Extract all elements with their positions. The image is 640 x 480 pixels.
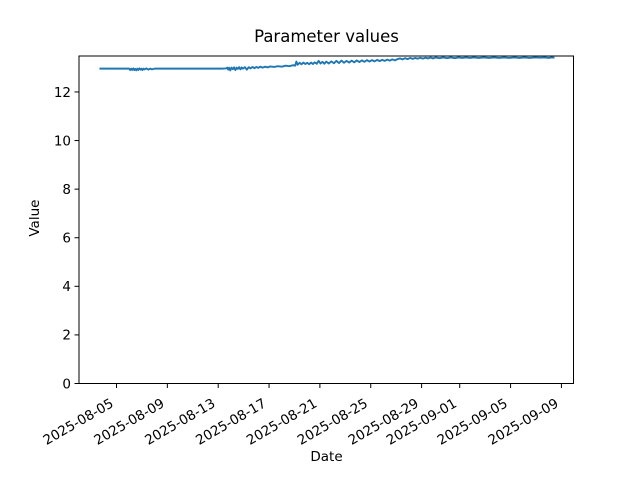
y-tick-label: 4 xyxy=(62,279,71,295)
y-axis-label: Value xyxy=(26,199,43,237)
y-tick-label: 6 xyxy=(62,231,71,247)
y-tick-label: 8 xyxy=(62,182,71,198)
y-tick-label: 0 xyxy=(62,376,71,392)
x-axis-label: Date xyxy=(310,449,343,465)
data-line xyxy=(99,56,555,72)
y-tick-label: 12 xyxy=(54,85,71,101)
chart-title: Parameter values xyxy=(254,27,399,46)
y-tick-label: 10 xyxy=(54,133,71,149)
axes-spines xyxy=(78,55,574,384)
y-tick-label: 2 xyxy=(62,328,71,344)
